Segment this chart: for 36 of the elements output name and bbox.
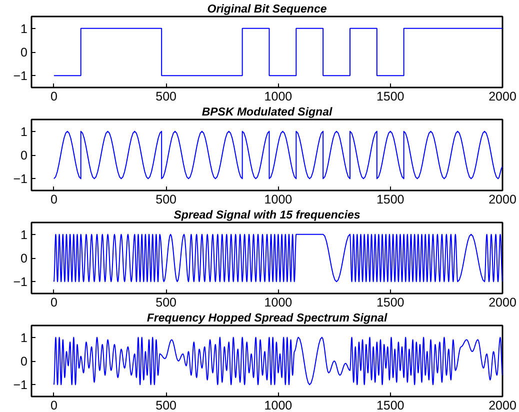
x-tick-label: 1500 bbox=[376, 296, 404, 310]
y-tick-label: 1 bbox=[20, 330, 28, 345]
y-tick-label: 1 bbox=[20, 22, 28, 36]
x-tick-label: 500 bbox=[156, 296, 177, 310]
x-tick-label: 0 bbox=[50, 398, 58, 412]
y-tick-label: 1 bbox=[20, 124, 28, 139]
x-tick-label: 2000 bbox=[488, 192, 516, 206]
chart-title: Spread Signal with 15 frequencies bbox=[174, 210, 360, 222]
y-tick-label: 0 bbox=[20, 354, 28, 368]
x-tick-label: 500 bbox=[156, 90, 177, 104]
x-tick-label: 2000 bbox=[488, 90, 516, 104]
y-tick-label: −1 bbox=[13, 378, 28, 392]
x-tick-label: 1000 bbox=[264, 296, 292, 310]
y-tick-label: −1 bbox=[13, 275, 28, 290]
x-tick-label: 1500 bbox=[376, 398, 404, 412]
y-tick-label: −1 bbox=[13, 69, 28, 84]
x-tick-label: 1000 bbox=[264, 192, 292, 206]
chart-title: BPSK Modulated Signal bbox=[202, 106, 333, 118]
x-tick-label: 1000 bbox=[264, 90, 292, 104]
x-tick-label: 1500 bbox=[376, 90, 404, 104]
x-tick-label: 2000 bbox=[488, 398, 516, 412]
x-tick-label: 500 bbox=[156, 398, 177, 412]
x-tick-label: 2000 bbox=[488, 296, 516, 310]
x-tick-label: 1000 bbox=[264, 398, 292, 412]
x-tick-label: 0 bbox=[50, 90, 58, 104]
y-tick-label: 0 bbox=[20, 148, 28, 162]
x-tick-label: 0 bbox=[50, 192, 58, 206]
y-tick-label: 0 bbox=[20, 252, 28, 266]
chart-title: Original Bit Sequence bbox=[207, 4, 328, 16]
y-tick-label: 1 bbox=[20, 228, 28, 242]
x-tick-label: 0 bbox=[50, 296, 58, 310]
y-tick-label: −1 bbox=[13, 172, 28, 186]
chart-title: Frequency Hopped Spread Spectrum Signal bbox=[146, 312, 388, 324]
x-tick-label: 1500 bbox=[376, 192, 404, 206]
y-tick-label: 0 bbox=[20, 46, 28, 60]
x-tick-label: 500 bbox=[156, 192, 177, 206]
